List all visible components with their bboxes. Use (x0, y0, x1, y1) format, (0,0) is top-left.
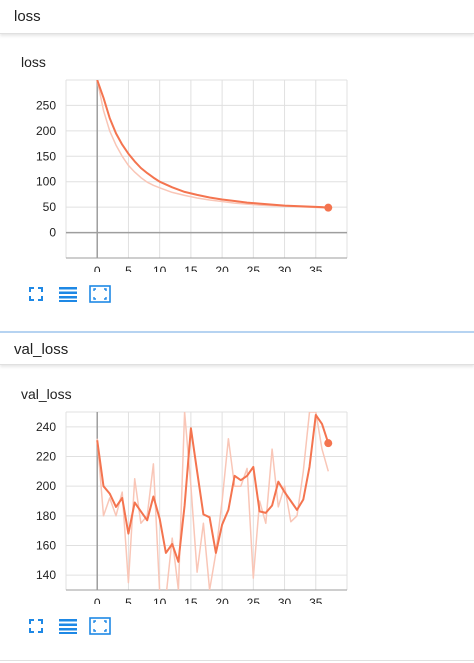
x-tick-label: 35 (309, 596, 323, 604)
loss-chart: 0 5 10 15 20 25 30 35 0 50 100 150 200 250 (36, 79, 348, 272)
y-tick-label: 240 (36, 420, 56, 434)
section-header-loss[interactable]: loss (0, 0, 474, 34)
y-gridlines (66, 79, 347, 234)
x-tick-label: 10 (153, 596, 167, 604)
chart-title-loss: loss (21, 54, 46, 70)
x-tick-label: 25 (247, 596, 261, 604)
val-loss-chart: 0 5 10 15 20 25 30 35 140 160 180 200 220 240 (36, 411, 348, 604)
x-gridlines (65, 80, 348, 258)
x-tick-label: 15 (184, 596, 198, 604)
x-tick-label: 30 (278, 264, 292, 272)
section-header-label: loss (14, 8, 41, 25)
y-tick-label: 100 (36, 175, 56, 189)
x-tick-label: 0 (94, 596, 101, 604)
bottom-divider (0, 660, 474, 661)
x-tick-label: 20 (215, 264, 229, 272)
y-tick-label: 140 (36, 568, 56, 582)
x-tick-label: 10 (153, 264, 167, 272)
y-tick-label: 220 (36, 450, 56, 464)
y-tick-label: 50 (43, 200, 57, 214)
fit-domain-icon[interactable] (89, 285, 111, 303)
y-tick-label: 250 (36, 98, 56, 112)
y-tick-label: 200 (36, 479, 56, 493)
x-tick-label: 5 (125, 596, 132, 604)
data-table-icon[interactable] (58, 617, 80, 635)
fullscreen-icon[interactable] (27, 617, 49, 635)
smoothed-series-line (96, 414, 330, 563)
data-table-icon[interactable] (58, 285, 80, 303)
x-tick-label: 20 (215, 596, 229, 604)
last-point-marker (324, 439, 333, 448)
smoothed-series-line (96, 80, 329, 209)
raw-series-line (96, 412, 330, 590)
x-tick-label: 35 (309, 264, 323, 272)
chart-toolbar-loss (27, 283, 120, 305)
fullscreen-icon[interactable] (27, 285, 49, 303)
x-tick-label: 5 (125, 264, 132, 272)
last-point-marker (324, 203, 333, 212)
fit-domain-icon[interactable] (89, 617, 111, 635)
raw-series-line (96, 80, 329, 209)
x-tick-label: 15 (184, 264, 198, 272)
section-header-val-loss[interactable]: val_loss (0, 331, 474, 365)
chart-toolbar-val-loss (27, 615, 120, 637)
section-header-label: val_loss (14, 341, 69, 358)
x-tick-label: 25 (247, 264, 261, 272)
y-tick-label: 0 (49, 226, 56, 240)
y-tick-label: 160 (36, 539, 56, 553)
y-tick-label: 150 (36, 149, 56, 163)
x-tick-label: 30 (278, 596, 292, 604)
y-tick-label: 180 (36, 509, 56, 523)
chart-title-val-loss: val_loss (21, 386, 72, 402)
y-tick-label: 200 (36, 124, 56, 138)
x-tick-label: 0 (94, 264, 101, 272)
